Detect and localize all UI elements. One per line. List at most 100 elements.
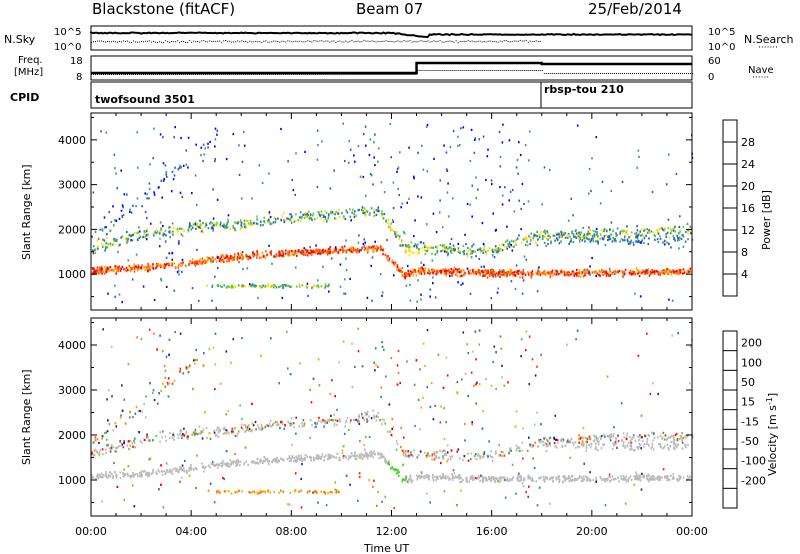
data-cell [484, 250, 487, 253]
data-cell [315, 248, 318, 251]
nave-point [349, 74, 351, 75]
noise-search-point [377, 40, 379, 42]
data-cell [391, 418, 394, 421]
data-cell [270, 250, 273, 253]
data-cell [525, 258, 528, 261]
data-cell [399, 381, 401, 385]
y-tick-label: 2000 [58, 223, 86, 236]
nave-point [647, 73, 649, 74]
data-cell [503, 384, 506, 387]
nave-point [195, 74, 197, 75]
data-cell [180, 262, 182, 265]
data-cell [515, 264, 518, 267]
cpid-label: CPID [10, 91, 39, 104]
noise-search-point [409, 40, 411, 42]
data-cell [516, 272, 519, 275]
data-cell [197, 261, 200, 264]
noise-search-point [189, 39, 191, 41]
data-cell [117, 268, 119, 271]
data-cell [578, 275, 580, 278]
data-cell [531, 358, 534, 361]
data-cell [414, 243, 417, 246]
data-cell [102, 244, 105, 247]
nave-point [319, 74, 321, 75]
data-cell [510, 239, 513, 242]
data-cell [355, 418, 357, 421]
data-cell [659, 227, 662, 230]
data-cell [603, 433, 605, 436]
data-cell [585, 449, 588, 452]
data-cell [661, 476, 663, 479]
data-cell [587, 479, 589, 482]
data-cell [499, 165, 502, 168]
data-cell [239, 227, 242, 230]
data-cell [515, 243, 518, 246]
data-cell [666, 271, 668, 274]
data-cell [303, 248, 305, 251]
data-cell [636, 475, 639, 478]
noise-search-point [267, 41, 269, 43]
noise-search-point [161, 41, 163, 43]
data-cell [127, 465, 130, 468]
data-cell [147, 475, 149, 478]
data-cell [200, 146, 203, 149]
data-cell [418, 252, 421, 255]
data-cell [281, 249, 284, 253]
data-cell [158, 232, 161, 235]
nave-point [675, 73, 677, 74]
data-cell [358, 250, 360, 253]
data-cell [194, 260, 196, 263]
noise-search-point [453, 41, 455, 43]
data-cell [466, 255, 469, 258]
data-cell [389, 431, 392, 434]
data-cell [558, 480, 560, 484]
data-cell [523, 255, 526, 258]
data-cell [558, 236, 560, 239]
data-cell [94, 251, 96, 254]
data-cell [678, 270, 681, 273]
noise-search-point [489, 40, 491, 42]
data-cell [601, 180, 604, 183]
nave-point [151, 74, 153, 75]
nave-point [375, 74, 377, 75]
noise-search-point [319, 40, 321, 42]
data-cell [511, 249, 514, 252]
data-cell [315, 248, 317, 251]
data-cell [678, 247, 680, 250]
data-cell [256, 252, 259, 255]
data-cell [578, 476, 580, 480]
data-cell [525, 330, 528, 333]
nave-point [367, 74, 369, 75]
data-cell [636, 225, 638, 228]
data-cell [687, 443, 689, 446]
nave-point [291, 74, 293, 75]
data-cell [499, 185, 501, 189]
data-cell [194, 362, 196, 365]
nave-point [591, 73, 593, 74]
data-cell [652, 448, 655, 451]
nave-point [529, 70, 531, 71]
data-cell [302, 253, 305, 256]
data-cell [295, 213, 297, 216]
noise-search-point [305, 41, 307, 43]
data-cell [452, 197, 454, 200]
data-cell [641, 269, 644, 272]
data-cell [194, 223, 197, 226]
data-cell [245, 460, 248, 463]
data-cell [483, 269, 485, 273]
data-cell [298, 283, 300, 286]
data-cell [520, 207, 522, 210]
data-cell [459, 271, 461, 274]
data-cell [343, 215, 345, 218]
noise-search-point [275, 40, 277, 42]
data-cell [342, 216, 344, 219]
data-cell [392, 220, 394, 223]
data-cell [424, 364, 426, 367]
data-cell [213, 431, 216, 434]
data-cell [187, 230, 190, 233]
data-cell [523, 202, 525, 205]
data-cell [588, 167, 591, 171]
data-cell [673, 270, 676, 273]
data-cell [543, 271, 546, 274]
data-cell [357, 241, 360, 244]
